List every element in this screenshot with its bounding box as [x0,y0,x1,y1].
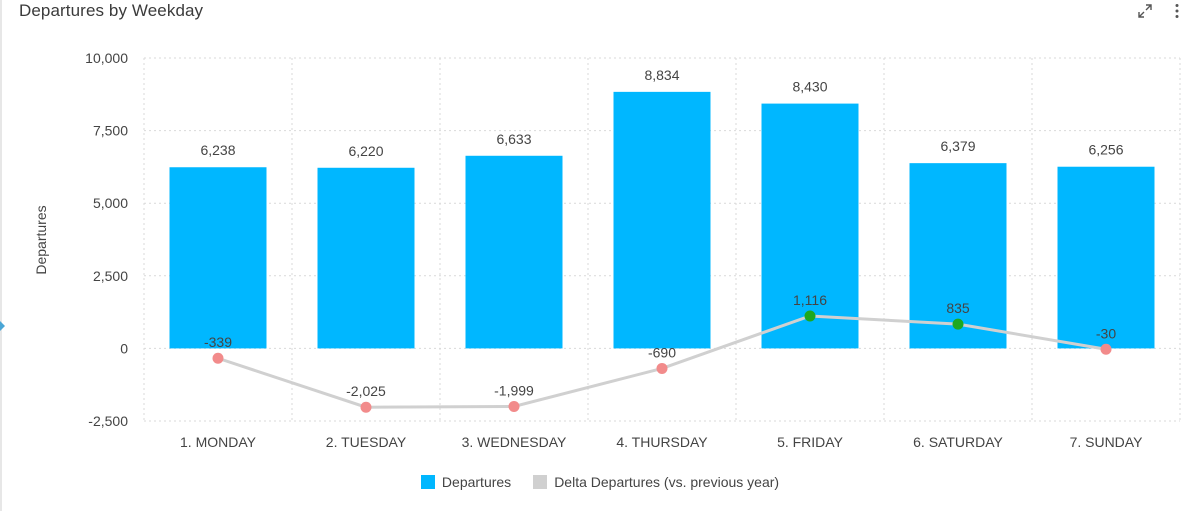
x-tick-label: 7. SUNDAY [1070,434,1144,450]
y-tick-label: -2,500 [88,413,128,429]
bar [613,91,711,349]
bar-data-label: 6,633 [496,131,531,147]
delta-point [360,401,372,413]
bar-data-label: 6,379 [940,138,975,154]
delta-data-label: 1,116 [793,292,827,308]
legend-label-delta: Delta Departures (vs. previous year) [554,474,780,490]
chart-legend: Departures Delta Departures (vs. previou… [0,474,1200,490]
bar [317,167,415,349]
bar-data-label: 8,834 [644,67,679,83]
delta-point [212,352,224,364]
delta-point [656,362,668,374]
y-tick-label: 7,500 [93,123,128,139]
delta-point [952,318,964,330]
y-tick-label: 5,000 [93,195,128,211]
chart-toolbar [1136,2,1186,20]
legend-item-delta[interactable]: Delta Departures (vs. previous year) [533,474,779,490]
delta-point [508,400,520,412]
y-tick-label: 0 [120,340,128,356]
delta-point [1100,343,1112,355]
bar-data-label: 8,430 [792,79,827,95]
panel-edge-marker [0,321,5,331]
x-tick-label: 4. THURSDAY [616,434,708,450]
x-tick-label: 5. FRIDAY [777,434,844,450]
bar [465,155,563,349]
legend-label-departures: Departures [441,474,512,490]
departures-chart: -2,500 0 2,500 5,000 7,500 10,000 Departures 6,… [33,50,1181,450]
bar [169,167,267,349]
x-tick-label: 3. WEDNESDAY [462,434,567,450]
delta-data-label: -690 [648,344,676,360]
panel-left-border [0,0,2,511]
delta-data-label: -1,999 [494,382,534,398]
bar-data-label: 6,238 [200,142,235,158]
x-tick-label: 2. TUESDAY [326,434,407,450]
legend-swatch-departures [420,475,435,489]
bar [761,103,859,349]
y-tick-label: 10,000 [85,50,128,66]
chart-title: Departures by Weekday [19,1,204,20]
more-vertical-icon[interactable] [1168,2,1186,20]
delta-data-label: -339 [204,334,232,350]
x-tick-label: 6. SATURDAY [913,434,1003,450]
bar-data-label: 6,256 [1088,142,1123,158]
expand-icon[interactable] [1136,2,1154,20]
delta-point [804,310,816,322]
delta-data-label: -2,025 [346,383,386,399]
bar-data-label: 6,220 [348,143,383,159]
y-axis-label: Departures [33,205,49,274]
bar [909,163,1007,349]
x-tick-label: 1. MONDAY [180,434,257,450]
y-tick-label: 2,500 [93,268,128,284]
delta-data-label: 835 [946,300,970,316]
legend-item-departures[interactable]: Departures [420,474,512,490]
legend-swatch-delta [533,475,548,489]
delta-data-label: -30 [1096,325,1116,341]
bar [1057,166,1155,349]
